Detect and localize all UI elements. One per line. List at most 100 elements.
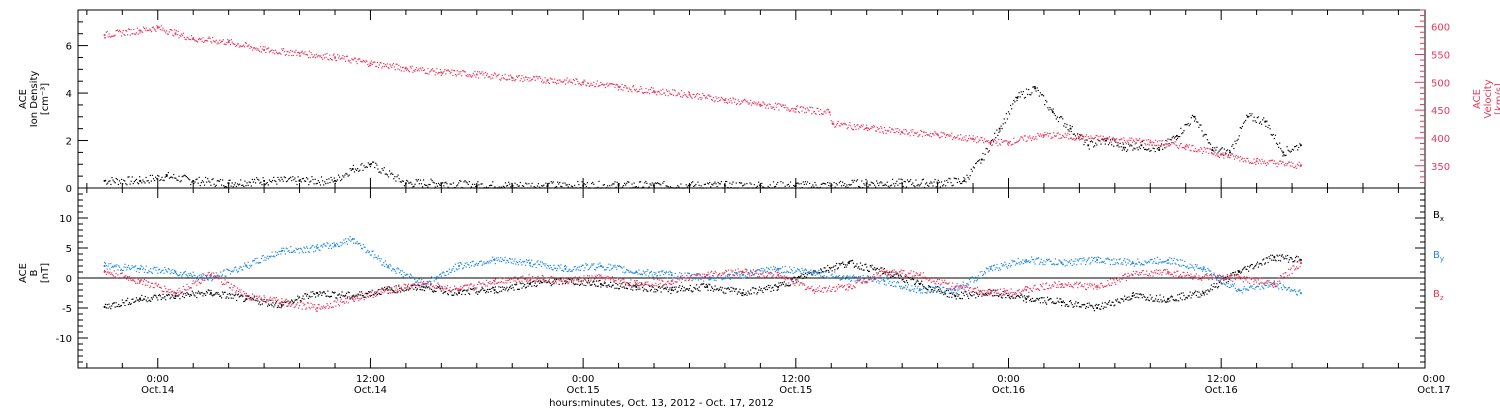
data-dot — [1129, 138, 1130, 139]
data-dot — [754, 103, 755, 104]
data-dot — [318, 180, 319, 181]
data-dot — [758, 102, 759, 103]
data-dot — [259, 51, 260, 52]
data-dot — [588, 83, 589, 84]
data-dot — [1238, 157, 1239, 158]
data-dot — [270, 181, 271, 182]
data-dot — [588, 187, 589, 188]
data-dot — [676, 95, 677, 96]
data-dot — [664, 187, 665, 188]
data-dot — [707, 285, 708, 286]
data-dot — [1232, 144, 1233, 145]
data-dot — [828, 185, 829, 186]
data-dot — [502, 258, 503, 259]
data-dot — [424, 184, 425, 185]
data-dot — [1115, 299, 1116, 300]
data-dot — [756, 293, 757, 294]
data-dot — [583, 270, 584, 271]
data-dot — [316, 246, 317, 247]
data-dot — [510, 186, 511, 187]
data-dot — [340, 242, 341, 243]
data-dot — [723, 187, 724, 188]
data-dot — [1270, 255, 1271, 256]
data-dot — [487, 289, 488, 290]
data-dot — [1162, 300, 1163, 301]
data-dot — [580, 284, 581, 285]
data-dot — [679, 285, 680, 286]
data-dot — [1216, 154, 1217, 155]
data-dot — [595, 187, 596, 188]
data-dot — [450, 72, 451, 73]
data-dot — [547, 80, 548, 81]
data-dot — [759, 104, 760, 105]
data-dot — [356, 243, 357, 244]
data-dot — [798, 111, 799, 112]
data-dot — [682, 279, 683, 280]
data-dot — [301, 181, 302, 182]
data-dot — [1165, 143, 1166, 144]
data-dot — [755, 187, 756, 188]
data-dot — [371, 295, 372, 296]
data-dot — [922, 284, 923, 285]
data-dot — [520, 78, 521, 79]
data-dot — [123, 30, 124, 31]
data-dot — [1167, 301, 1168, 302]
data-dot — [536, 267, 537, 268]
data-dot — [308, 184, 309, 185]
data-dot — [776, 286, 777, 287]
data-dot — [1273, 163, 1274, 164]
data-dot — [215, 293, 216, 294]
data-dot — [124, 35, 125, 36]
data-dot — [630, 89, 631, 90]
data-dot — [731, 277, 732, 278]
data-dot — [488, 292, 489, 293]
data-dot — [861, 180, 862, 181]
data-dot — [812, 107, 813, 108]
data-dot — [257, 48, 258, 49]
data-dot — [347, 56, 348, 57]
data-dot — [161, 271, 162, 272]
data-dot — [476, 74, 477, 75]
data-dot — [995, 295, 996, 296]
data-dot — [627, 181, 628, 182]
data-dot — [1200, 294, 1201, 295]
data-dot — [1050, 298, 1051, 299]
data-dot — [839, 182, 840, 183]
data-dot — [811, 186, 812, 187]
data-dot — [949, 297, 950, 298]
data-dot — [746, 276, 747, 277]
data-dot — [494, 292, 495, 293]
data-dot — [1208, 142, 1209, 143]
data-dot — [801, 111, 802, 112]
data-dot — [1271, 260, 1272, 261]
data-dot — [1021, 91, 1022, 92]
data-dot — [211, 280, 212, 281]
data-dot — [426, 185, 427, 186]
data-dot — [725, 98, 726, 99]
data-dot — [665, 95, 666, 96]
data-dot — [411, 66, 412, 67]
data-dot — [392, 174, 393, 175]
data-dot — [237, 183, 238, 184]
data-dot — [527, 187, 528, 188]
data-dot — [894, 185, 895, 186]
data-dot — [542, 79, 543, 80]
data-dot — [487, 261, 488, 262]
data-dot — [1093, 146, 1094, 147]
data-dot — [406, 180, 407, 181]
data-dot — [620, 86, 621, 87]
data-dot — [563, 81, 564, 82]
data-dot — [771, 187, 772, 188]
data-dot — [826, 187, 827, 188]
data-dot — [1218, 151, 1219, 152]
data-dot — [379, 171, 380, 172]
data-dot — [1010, 298, 1011, 299]
data-dot — [1134, 295, 1135, 296]
data-dot — [345, 238, 346, 239]
data-dot — [944, 134, 945, 135]
data-dot — [485, 72, 486, 73]
data-dot — [352, 238, 353, 239]
data-dot — [312, 179, 313, 180]
data-dot — [924, 187, 925, 188]
data-dot — [1198, 127, 1199, 128]
